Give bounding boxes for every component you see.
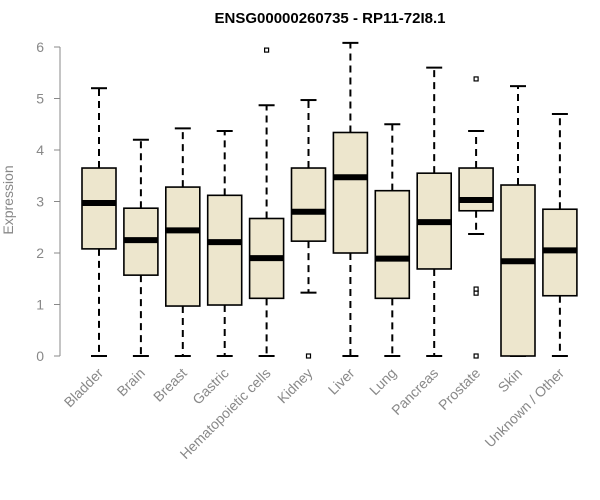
y-tick-label-2: 2 <box>36 245 44 261</box>
outlier-10-4 <box>473 353 479 359</box>
y-tick-label-0: 0 <box>36 348 44 364</box>
x-tick-label-12: Unknown / Other <box>481 365 567 451</box>
y-tick-label-5: 5 <box>36 91 44 107</box>
x-tick-label-3: Breast <box>150 365 190 405</box>
outlier-10-3 <box>473 290 479 296</box>
x-tick-label-8: Lung <box>366 365 399 398</box>
chart-title: ENSG00000260735 - RP11-72I8.1 <box>215 10 446 27</box>
box-body-4 <box>206 194 243 306</box>
box-7 <box>332 41 369 357</box>
x-tick-label-6: Kidney <box>274 365 316 407</box>
box-body-6 <box>290 167 327 242</box>
x-tick-label-11: Skin <box>495 365 526 396</box>
y-tick-label-3: 3 <box>36 194 44 210</box>
box-10 <box>458 76 494 359</box>
box-3 <box>165 127 201 357</box>
y-axis-label: Expression <box>0 165 16 234</box>
y-axis: 0 1 2 3 4 5 6 <box>36 39 61 364</box>
x-tick-label-1: Bladder <box>61 365 107 411</box>
box-6 <box>290 99 327 359</box>
box-12 <box>542 112 578 357</box>
box-body-8 <box>374 189 411 300</box>
box-body-3 <box>165 186 201 307</box>
box-8 <box>374 123 411 357</box>
x-tick-label-2: Brain <box>114 365 148 399</box>
box-9 <box>416 66 453 357</box>
y-tick-label-6: 6 <box>36 39 44 55</box>
box-body-10 <box>458 167 494 212</box>
box-body-7 <box>332 131 369 254</box>
outlier-6-1 <box>305 353 312 359</box>
box-5 <box>248 47 285 357</box>
box-2 <box>123 138 159 357</box>
outlier-10-2 <box>473 286 479 292</box>
y-tick-label-1: 1 <box>36 297 44 313</box>
x-tick-label-9: Pancreas <box>388 365 441 418</box>
plot-area <box>81 41 578 359</box>
box-11 <box>500 85 536 357</box>
x-tick-label-7: Liver <box>325 365 358 398</box>
outlier-5-1 <box>264 47 270 53</box>
box-body-1 <box>81 167 117 250</box>
box-body-11 <box>500 184 536 357</box>
outlier-10-1 <box>473 76 479 82</box>
y-tick-label-4: 4 <box>36 142 44 158</box>
box-4 <box>206 129 243 357</box>
box-1 <box>81 87 117 357</box>
x-tick-label-10: Prostate <box>435 365 483 413</box>
